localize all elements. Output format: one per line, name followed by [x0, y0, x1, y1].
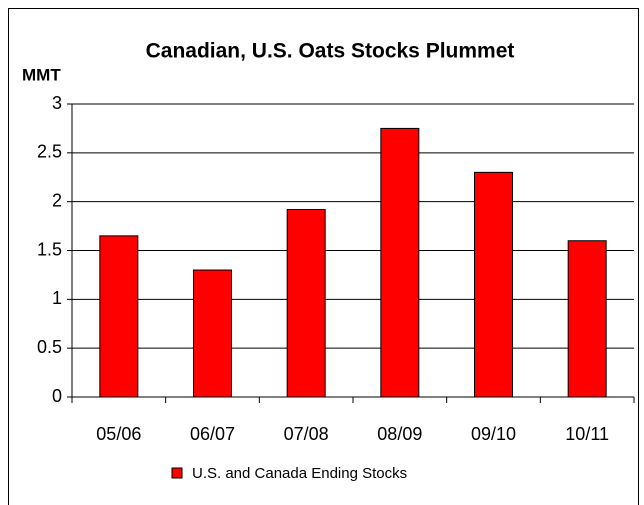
- bar: [567, 240, 607, 398]
- y-tick-label: 0: [52, 386, 62, 406]
- y-tick-label: 0.5: [37, 337, 62, 357]
- x-tick-label: 09/10: [471, 424, 516, 444]
- x-tick-label: 10/11: [565, 424, 609, 444]
- x-tick-label: 06/07: [190, 424, 235, 444]
- chart-title: Canadian, U.S. Oats Stocks Plummet: [146, 40, 515, 63]
- bar: [99, 235, 139, 398]
- y-tick-label: 1: [52, 288, 62, 308]
- y-tick-label: 3: [52, 93, 62, 113]
- bar: [474, 171, 513, 398]
- x-tick-label: 05/06: [96, 424, 141, 444]
- legend-swatch: [171, 467, 183, 479]
- y-tick-label: 2: [52, 190, 62, 210]
- y-tick-label: 1.5: [37, 239, 62, 259]
- x-tick-label: 08/09: [377, 424, 422, 444]
- bar: [286, 208, 326, 398]
- y-tick-label: 2.5: [37, 142, 62, 162]
- bar: [193, 269, 232, 398]
- x-tick-label: 07/08: [284, 424, 329, 444]
- chart-border: [8, 8, 639, 505]
- bar: [380, 127, 420, 398]
- y-axis-label: MMT: [22, 65, 61, 84]
- legend-label: U.S. and Canada Ending Stocks: [192, 465, 407, 482]
